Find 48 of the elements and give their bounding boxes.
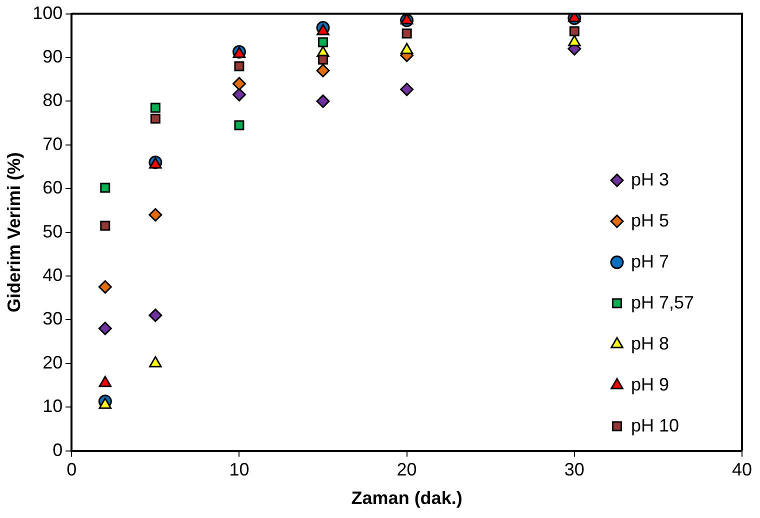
point: [318, 37, 328, 48]
legend-label: pH 5: [631, 210, 670, 230]
legend-label: pH 9: [631, 374, 670, 394]
legend-label: pH 10: [631, 415, 680, 436]
legend-label: pH 7: [631, 251, 670, 272]
y-tick-label: 20: [42, 352, 63, 372]
y-tick-label: 0: [52, 440, 63, 460]
point: [100, 182, 110, 193]
y-tick-label: 50: [42, 221, 63, 242]
point: [98, 280, 112, 294]
y-tick-label: 60: [42, 178, 63, 198]
point: [400, 14, 414, 24]
legend-label: pH 7,57: [631, 292, 694, 312]
y-tick-label: 80: [42, 90, 63, 110]
legend-label: pH 3: [631, 169, 670, 190]
point: [234, 61, 244, 72]
point: [148, 308, 162, 322]
point: [400, 42, 414, 54]
y-tick-label: 40: [42, 264, 63, 285]
y-axis-title: Giderim Verimi (%): [4, 152, 24, 312]
x-tick-label: 10: [229, 460, 250, 480]
point: [316, 64, 330, 78]
point: [316, 94, 330, 108]
y-tick-label: 100: [32, 2, 63, 23]
legend-label: pH 8: [631, 333, 670, 354]
point: [100, 220, 110, 231]
point: [316, 24, 330, 36]
point: [150, 114, 160, 124]
point: [568, 34, 581, 46]
point: [148, 208, 162, 222]
x-axis-title: Zaman (dak.): [351, 488, 462, 508]
y-tick-label: 30: [42, 308, 63, 329]
point: [232, 76, 246, 90]
x-tick-label: 20: [396, 460, 417, 480]
point: [402, 28, 412, 38]
x-tick-label: 0: [66, 460, 77, 480]
y-tick-label: 10: [42, 396, 63, 416]
y-tick-label: 90: [42, 46, 63, 66]
x-tick-label: 30: [564, 460, 584, 480]
y-tick-label: 70: [42, 134, 63, 154]
point: [232, 88, 246, 102]
point: [569, 26, 580, 36]
point: [98, 322, 112, 336]
point: [150, 102, 160, 113]
point: [318, 54, 328, 65]
x-tick-label: 40: [732, 460, 752, 480]
point: [234, 120, 244, 130]
point: [400, 82, 414, 96]
